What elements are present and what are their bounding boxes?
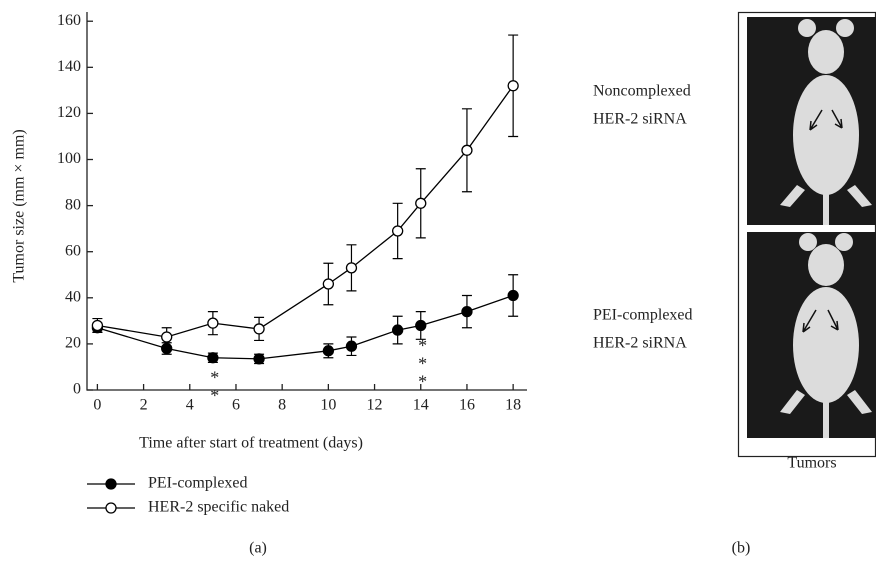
point (392, 225, 404, 237)
x-tick-label: 16 (459, 397, 475, 414)
point (392, 324, 404, 336)
legend-marker (105, 502, 117, 514)
photo-caption: Tumors (787, 455, 836, 472)
arrow (802, 109, 843, 333)
point (161, 331, 173, 343)
panel-label: (a) (249, 540, 267, 557)
x-tick-label: 8 (278, 397, 286, 414)
point (253, 323, 265, 335)
legend-label: PEI-complexed (148, 475, 248, 492)
y-tick-label: 100 (57, 150, 81, 167)
x-tick-label: 6 (232, 397, 240, 414)
y-tick-label: 160 (57, 12, 81, 29)
point (415, 197, 427, 209)
point (345, 262, 358, 274)
point (345, 340, 358, 352)
photo-label: HER-2 siRNA (593, 111, 687, 128)
mouse (780, 19, 872, 225)
legend-marker (105, 478, 117, 490)
point (207, 352, 219, 364)
point (322, 345, 335, 357)
point (207, 317, 219, 329)
point (91, 319, 104, 332)
series-line (97, 85, 514, 338)
legend-label: HER-2 specific naked (148, 499, 289, 516)
axis (86, 12, 527, 391)
point (322, 278, 335, 290)
x-tick-label: 10 (320, 397, 336, 414)
x-tick-label: 12 (367, 397, 383, 414)
y-tick-label: 60 (65, 242, 81, 259)
y-axis-label: Tumor size (mm × mm) (11, 129, 28, 282)
x-tick-label: 18 (505, 397, 521, 414)
y-tick-label: 40 (65, 288, 81, 305)
point (415, 319, 427, 332)
x-axis-label: Time after start of treatment (days) (139, 435, 363, 452)
point (461, 144, 473, 156)
point (507, 80, 519, 92)
panel-label: (b) (732, 540, 751, 557)
y-tick-label: 140 (57, 58, 81, 75)
photo-label: PEI-complexed (593, 307, 693, 324)
y-tick-label: 0 (73, 381, 81, 398)
y-tick-label: 20 (65, 335, 81, 352)
point (461, 305, 473, 318)
series-line (97, 294, 514, 360)
significance-marker: *** (413, 335, 433, 389)
point (253, 353, 265, 365)
photo-panel (737, 11, 876, 458)
photo-label: HER-2 siRNA (593, 335, 687, 352)
significance-marker: ** (205, 368, 225, 404)
point (161, 342, 173, 355)
x-tick-label: 2 (140, 397, 148, 414)
y-tick-label: 120 (57, 104, 81, 121)
mouse (780, 233, 872, 438)
photo-label: Noncomplexed (593, 83, 691, 100)
x-tick-label: 0 (93, 397, 101, 414)
y-tick-label: 80 (65, 196, 81, 213)
point (507, 289, 519, 302)
x-tick-label: 4 (186, 397, 194, 414)
x-tick-label: 14 (413, 397, 429, 414)
